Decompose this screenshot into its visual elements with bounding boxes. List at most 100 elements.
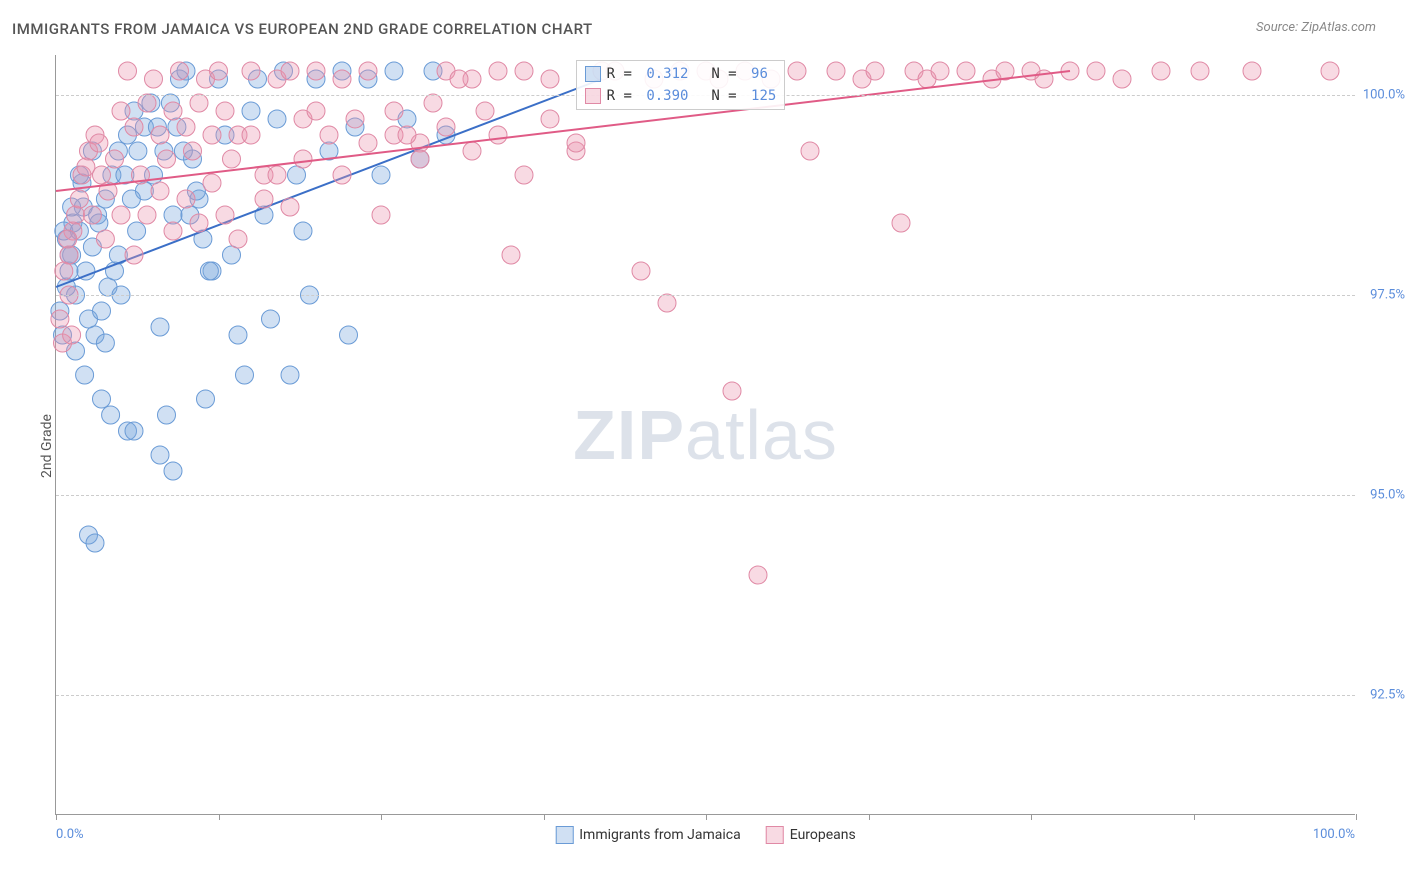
data-point [1321,62,1339,80]
legend-label: Europeans [790,827,856,843]
data-point [515,166,533,184]
data-point [333,166,351,184]
legend-swatch [555,826,573,844]
n-value: 125 [743,88,777,104]
data-point [102,406,120,424]
data-point [658,294,676,312]
data-point [788,62,806,80]
data-point [281,62,299,80]
data-point [51,310,69,328]
legend-label: Immigrants from Jamaica [579,827,741,843]
stats-box: R = 0.312 N = 96R = 0.390 N = 125 [576,60,786,110]
data-point [437,118,455,136]
data-point [1191,62,1209,80]
data-point [502,246,520,264]
data-point [340,326,358,344]
data-point [723,382,741,400]
data-point [242,62,260,80]
data-point [346,110,364,128]
data-point [255,190,273,208]
data-point [83,206,101,224]
data-point [288,166,306,184]
n-label: N = [694,66,736,82]
data-point [112,206,130,224]
data-point [801,142,819,160]
gridline [56,495,1355,496]
data-point [59,230,77,248]
data-point [203,126,221,144]
data-point [90,134,108,152]
data-point [158,406,176,424]
source-label: Source: ZipAtlas.com [1256,20,1376,35]
x-tick [56,814,57,820]
data-point [96,230,114,248]
data-point [138,94,156,112]
x-tick [1031,814,1032,820]
data-point [307,62,325,80]
data-point [1087,62,1105,80]
data-point [164,462,182,480]
r-label: R = [607,88,632,104]
gridline [56,295,1355,296]
data-point [216,102,234,120]
data-point [476,102,494,120]
data-point [931,62,949,80]
legend-swatch [766,826,784,844]
data-point [541,110,559,128]
data-point [125,246,143,264]
data-point [866,62,884,80]
data-point [60,246,78,264]
data-point [515,62,533,80]
data-point [122,190,140,208]
y-axis-label: 2nd Grade [39,414,55,478]
data-point [93,302,111,320]
data-point [55,262,73,280]
data-point [112,102,130,120]
data-point [424,94,442,112]
data-point [385,62,403,80]
data-point [128,222,146,240]
x-axis-max-label: 100.0% [1313,827,1355,842]
x-tick [869,814,870,820]
data-point [1243,62,1261,80]
data-point [106,150,124,168]
data-point [281,198,299,216]
data-point [463,142,481,160]
data-point [268,166,286,184]
x-tick [706,814,707,820]
data-point [119,62,137,80]
data-point [164,102,182,120]
data-point [210,62,228,80]
data-point [957,62,975,80]
data-point [262,310,280,328]
data-point [359,134,377,152]
gridline [56,695,1355,696]
x-tick [381,814,382,820]
r-value: 0.390 [638,88,689,104]
data-point [190,94,208,112]
data-point [632,262,650,280]
y-tick-label: 97.5% [1360,288,1405,303]
data-point [320,126,338,144]
data-point [216,206,234,224]
data-point [67,206,85,224]
scatter-plot [56,55,1356,815]
chart-title: IMMIGRANTS FROM JAMAICA VS EUROPEAN 2ND … [12,20,593,38]
data-point [223,246,241,264]
x-tick [1194,814,1195,820]
y-tick-label: 100.0% [1360,88,1405,103]
data-point [229,326,247,344]
stats-swatch [585,66,601,82]
n-label: N = [694,88,736,104]
data-point [197,390,215,408]
data-point [190,214,208,232]
data-point [125,118,143,136]
data-point [541,70,559,88]
data-point [1113,70,1131,88]
data-point [177,190,195,208]
data-point [489,126,507,144]
data-point [333,70,351,88]
data-point [385,102,403,120]
x-tick [1356,814,1357,820]
data-point [294,150,312,168]
